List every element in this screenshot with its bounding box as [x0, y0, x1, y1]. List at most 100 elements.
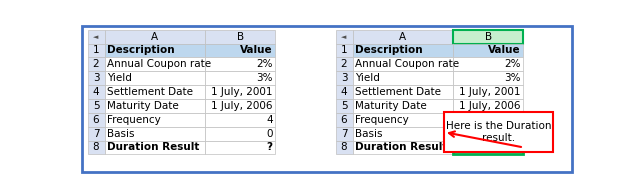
Bar	[205, 30, 275, 44]
Bar	[336, 71, 353, 85]
Text: 2: 2	[93, 59, 100, 69]
Text: ◄: ◄	[93, 34, 99, 40]
Bar	[105, 85, 205, 99]
Bar	[454, 127, 523, 141]
Bar	[87, 141, 105, 154]
Bar	[87, 113, 105, 127]
Bar	[87, 30, 105, 44]
Bar	[454, 99, 523, 113]
Text: 7: 7	[93, 129, 100, 139]
Bar	[353, 127, 454, 141]
Bar	[336, 44, 353, 57]
Text: Duration Result: Duration Result	[355, 142, 447, 152]
Text: 5: 5	[341, 101, 347, 111]
Text: 1 July, 2001: 1 July, 2001	[459, 87, 521, 97]
Text: 6: 6	[93, 115, 100, 125]
Bar	[454, 141, 523, 154]
Text: 4: 4	[93, 87, 100, 97]
Text: Annual Coupon rate: Annual Coupon rate	[355, 59, 459, 69]
Bar	[454, 85, 523, 99]
Bar	[205, 127, 275, 141]
Bar	[353, 71, 454, 85]
Bar	[336, 30, 353, 44]
Bar	[454, 44, 523, 57]
Text: 1 July, 2006: 1 July, 2006	[211, 101, 272, 111]
Bar	[105, 141, 205, 154]
Bar	[336, 99, 353, 113]
Bar	[205, 113, 275, 127]
Bar	[105, 99, 205, 113]
Bar	[454, 71, 523, 85]
Text: ◄: ◄	[341, 34, 346, 40]
Bar	[353, 141, 454, 154]
Bar	[105, 44, 205, 57]
Bar	[454, 141, 523, 154]
Bar	[205, 99, 275, 113]
Text: Maturity Date: Maturity Date	[355, 101, 427, 111]
Bar	[336, 141, 353, 154]
Bar	[87, 85, 105, 99]
Text: B: B	[485, 32, 492, 42]
Bar	[87, 127, 105, 141]
Text: Description: Description	[107, 45, 175, 55]
Text: Description: Description	[355, 45, 422, 55]
Bar	[105, 71, 205, 85]
Text: Yield: Yield	[355, 73, 380, 83]
Text: A: A	[399, 32, 406, 42]
Text: 1: 1	[341, 45, 347, 55]
Bar	[454, 30, 523, 44]
Bar	[353, 44, 454, 57]
Text: 3%: 3%	[256, 73, 272, 83]
Bar	[353, 30, 454, 44]
Text: 8: 8	[93, 142, 100, 152]
Bar	[105, 30, 205, 44]
Bar	[353, 113, 454, 127]
Text: Basis: Basis	[355, 129, 382, 139]
Bar	[353, 99, 454, 113]
Text: 1: 1	[93, 45, 100, 55]
Text: B: B	[237, 32, 244, 42]
Bar	[353, 57, 454, 71]
Bar	[353, 85, 454, 99]
Text: A: A	[151, 32, 158, 42]
Text: 2: 2	[341, 59, 347, 69]
Text: Yield: Yield	[107, 73, 132, 83]
Bar	[444, 112, 553, 152]
Text: 8: 8	[341, 142, 347, 152]
Bar	[205, 85, 275, 99]
Text: Annual Coupon rate: Annual Coupon rate	[107, 59, 211, 69]
Text: 6: 6	[341, 115, 347, 125]
Text: 1 July, 2001: 1 July, 2001	[211, 87, 272, 97]
Text: Value: Value	[488, 45, 521, 55]
Text: Here is the Duration
result.: Here is the Duration result.	[445, 121, 551, 143]
Text: 3: 3	[341, 73, 347, 83]
Bar	[105, 127, 205, 141]
Bar	[205, 57, 275, 71]
Text: Maturity Date: Maturity Date	[107, 101, 179, 111]
Bar	[336, 57, 353, 71]
Text: 0: 0	[266, 129, 272, 139]
Text: Settlement Date: Settlement Date	[355, 87, 441, 97]
Text: Value: Value	[240, 45, 272, 55]
Text: ?: ?	[267, 142, 272, 152]
Text: 3: 3	[93, 73, 100, 83]
Bar	[336, 85, 353, 99]
Bar	[87, 57, 105, 71]
Text: Frequency: Frequency	[355, 115, 408, 125]
Text: 3%: 3%	[504, 73, 521, 83]
Bar	[205, 71, 275, 85]
Bar	[87, 44, 105, 57]
Text: 2%: 2%	[504, 59, 521, 69]
Text: 5: 5	[93, 101, 100, 111]
Bar	[87, 99, 105, 113]
Text: 2%: 2%	[256, 59, 272, 69]
Text: 1 July, 2006: 1 July, 2006	[459, 101, 521, 111]
Bar	[205, 44, 275, 57]
Text: Duration Result: Duration Result	[107, 142, 199, 152]
Text: Frequency: Frequency	[107, 115, 161, 125]
Bar	[454, 57, 523, 71]
Bar	[454, 30, 523, 44]
Text: 4: 4	[514, 115, 521, 125]
Text: 4: 4	[341, 87, 347, 97]
Bar	[105, 57, 205, 71]
